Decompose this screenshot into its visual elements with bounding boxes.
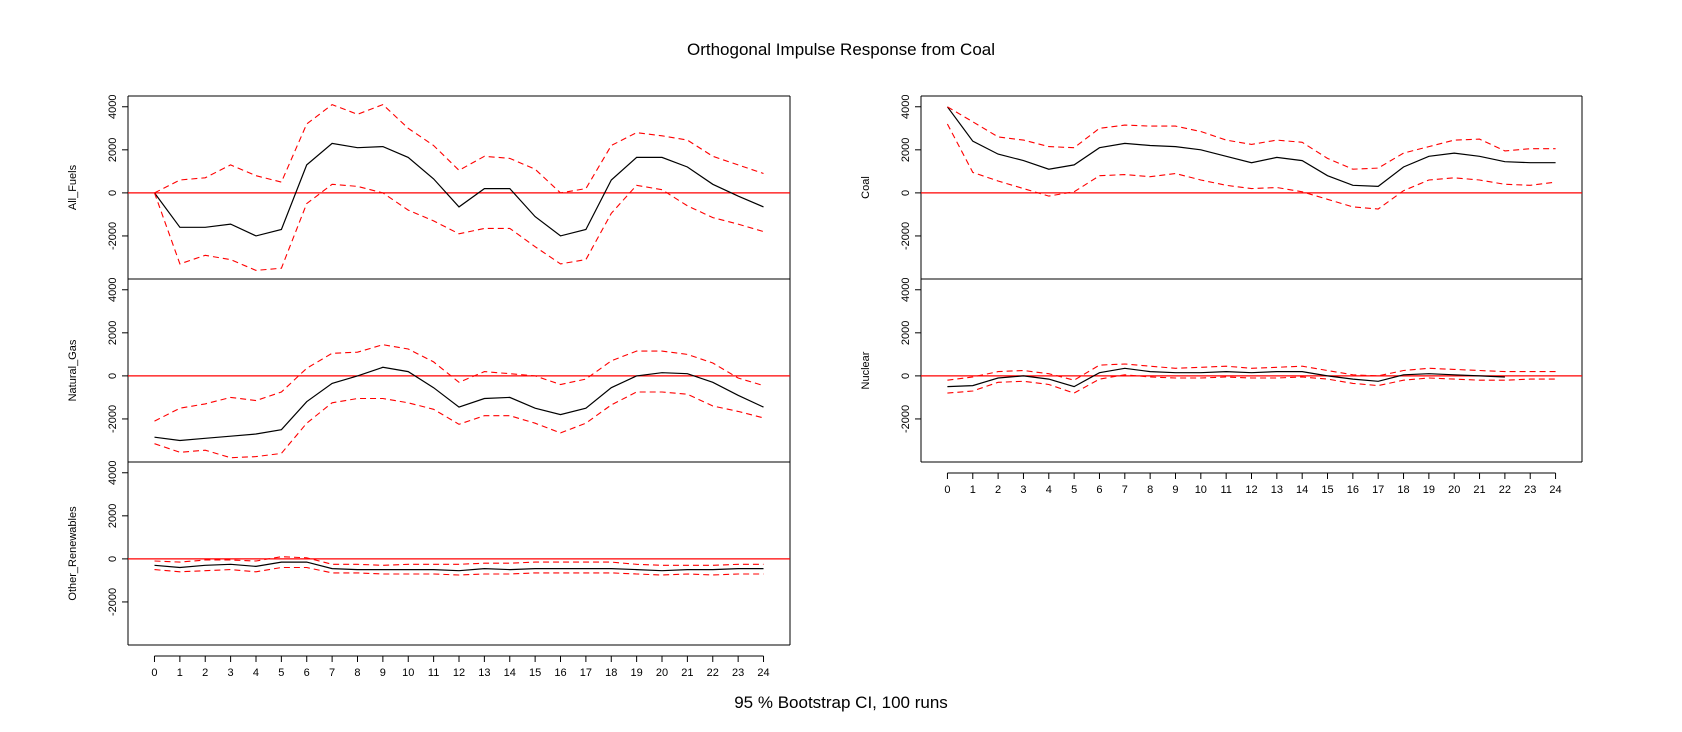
x-tick-label: 17 <box>580 667 592 679</box>
x-tick-label: 22 <box>1499 484 1511 496</box>
y-tick-label: 0 <box>900 190 912 196</box>
figure-caption: 95 % Bootstrap CI, 100 runs <box>734 693 948 712</box>
x-tick-label: 6 <box>304 667 310 679</box>
x-tick-label: 11 <box>1220 484 1231 496</box>
x-tick-label: 15 <box>1321 484 1333 496</box>
x-tick-label: 18 <box>1397 484 1409 496</box>
lower-ci-line <box>947 374 1556 394</box>
y-tick-label: 0 <box>900 373 912 379</box>
x-tick-label: 2 <box>995 484 1001 496</box>
x-tick-label: 14 <box>1296 484 1308 496</box>
x-tick-label: 10 <box>402 667 414 679</box>
y-tick-label: 2000 <box>107 321 119 345</box>
x-tick-label: 3 <box>1020 484 1026 496</box>
panel-natural-gas: -2000 0 2000 4000 Natural_Gas <box>67 278 791 462</box>
y-tick-label: 2000 <box>900 321 912 345</box>
lower-ci-line <box>154 566 764 576</box>
y-axis-label: Nuclear <box>860 351 872 389</box>
y-tick-label: 2000 <box>107 138 119 162</box>
y-axis-label: Natural_Gas <box>67 339 79 401</box>
response-line <box>154 561 764 572</box>
x-tick-label: 18 <box>605 667 617 679</box>
x-tick-label: 21 <box>1473 484 1485 496</box>
x-tick-label: 8 <box>354 667 360 679</box>
x-tick-label: 8 <box>1147 484 1153 496</box>
x-tick-label: 20 <box>656 667 668 679</box>
x-tick-label: 12 <box>453 667 465 679</box>
y-tick-label: -2000 <box>107 588 119 616</box>
y-tick-label: -2000 <box>107 405 119 433</box>
y-tick-label: 4000 <box>900 95 912 119</box>
y-axis-label: All_Fuels <box>67 164 79 210</box>
lower-ci-line <box>154 391 764 459</box>
y-tick-label: -2000 <box>107 222 119 250</box>
x-tick-label: 23 <box>1524 484 1536 496</box>
y-tick-label: -2000 <box>900 222 912 250</box>
y-axis-label: Other_Renewables <box>67 506 79 601</box>
x-tick-label: 4 <box>253 667 259 679</box>
x-tick-label: 20 <box>1448 484 1460 496</box>
response-line <box>947 367 1505 388</box>
x-tick-label: 23 <box>732 667 744 679</box>
x-tick-label: 10 <box>1195 484 1207 496</box>
upper-ci-line <box>154 344 764 422</box>
y-tick-label: 0 <box>107 556 119 562</box>
x-tick-label: 5 <box>1071 484 1077 496</box>
y-tick-label: 4000 <box>107 95 119 119</box>
x-tick-label: 22 <box>707 667 719 679</box>
x-tick-label: 16 <box>1347 484 1359 496</box>
panel-coal: -2000 0 2000 4000 Coal <box>860 95 1583 279</box>
x-tick-label: 1 <box>970 484 976 496</box>
x-tick-label: 13 <box>1271 484 1283 496</box>
x-tick-label: 0 <box>151 667 157 679</box>
x-tick-label: 24 <box>757 667 769 679</box>
upper-ci-line <box>154 556 764 566</box>
x-tick-label: 19 <box>1423 484 1435 496</box>
x-tick-label: 21 <box>681 667 693 679</box>
x-tick-label: 15 <box>529 667 541 679</box>
x-tick-label: 12 <box>1245 484 1257 496</box>
y-tick-label: 2000 <box>900 138 912 162</box>
upper-ci-line <box>154 103 764 194</box>
x-tick-label: 3 <box>228 667 234 679</box>
x-tick-label: 7 <box>1122 484 1128 496</box>
x-tick-label: 17 <box>1372 484 1384 496</box>
x-tick-label: 0 <box>944 484 950 496</box>
panel-all-fuels: -2000 0 2000 4000 All_Fuels <box>67 95 791 279</box>
x-tick-label: 19 <box>631 667 643 679</box>
x-tick-label: 7 <box>329 667 335 679</box>
x-tick-label: 11 <box>428 667 439 679</box>
x-tick-label: 16 <box>554 667 566 679</box>
y-tick-label: 0 <box>107 190 119 196</box>
response-line <box>154 366 764 442</box>
response-line <box>946 106 1556 188</box>
x-tick-label: 24 <box>1549 484 1561 496</box>
y-tick-label: 0 <box>107 373 119 379</box>
y-tick-label: 4000 <box>107 461 119 485</box>
lower-ci-line <box>153 183 764 271</box>
x-tick-label: 14 <box>504 667 516 679</box>
x-tick-label: 9 <box>1172 484 1178 496</box>
x-tick-label: 9 <box>380 667 386 679</box>
x-tick-label: 13 <box>478 667 490 679</box>
x-tick-label: 2 <box>202 667 208 679</box>
y-tick-label: 2000 <box>107 504 119 528</box>
x-tick-label: 4 <box>1046 484 1052 496</box>
y-tick-label: -2000 <box>900 405 912 433</box>
figure-title: Orthogonal Impulse Response from Coal <box>687 40 995 59</box>
y-tick-label: 4000 <box>900 278 912 302</box>
x-tick-label: 1 <box>177 667 183 679</box>
upper-ci-line <box>947 363 1556 381</box>
x-tick-label: 6 <box>1096 484 1102 496</box>
y-tick-label: 4000 <box>107 278 119 302</box>
chart-panels: -2000020004000All_Fuels-2000020004000Nat… <box>67 95 1583 679</box>
response-line <box>154 142 764 237</box>
x-tick-label: 5 <box>278 667 284 679</box>
lower-ci-line <box>946 123 1556 210</box>
y-axis-label: Coal <box>860 176 872 199</box>
upper-ci-line <box>947 106 1556 170</box>
